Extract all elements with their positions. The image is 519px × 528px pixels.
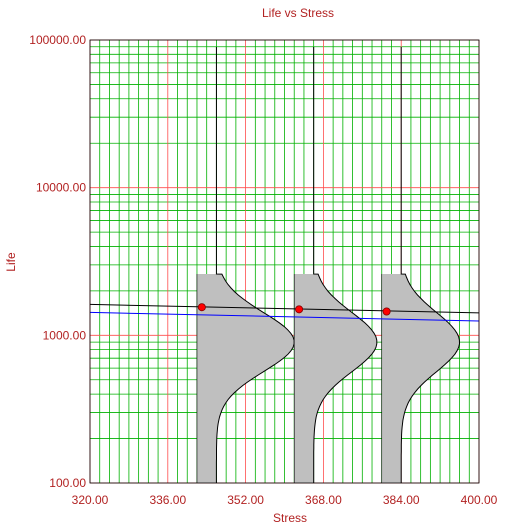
chart-title: Life vs Stress <box>262 6 334 20</box>
x-tick-label: 352.00 <box>227 493 264 507</box>
pdf-fill-area <box>196 274 295 483</box>
y-tick-labels: 100.00 1000.00 10000.00 100000.00 <box>29 33 86 490</box>
pdf-fill-area <box>294 274 377 483</box>
x-tick-label: 384.00 <box>383 493 420 507</box>
x-tick-label: 400.00 <box>461 493 498 507</box>
x-tick-label: 320.00 <box>72 493 109 507</box>
pdf-curves <box>196 47 461 483</box>
plot-area-border <box>89 39 480 484</box>
data-point <box>295 305 304 314</box>
y-tick-label: 10000.00 <box>36 181 86 195</box>
x-tick-labels: 320.00 336.00 352.00 368.00 384.00 400.00 <box>72 493 498 507</box>
trend-lines <box>89 303 480 322</box>
pdf-curve-line <box>215 47 295 483</box>
x-axis-label: Stress <box>273 511 307 525</box>
y-tick-label: 100000.00 <box>29 33 86 47</box>
x-tick-label: 368.00 <box>305 493 342 507</box>
y-axis-label: Life <box>4 252 18 272</box>
y-tick-label: 1000.00 <box>43 328 87 342</box>
data-point <box>382 307 391 316</box>
trend-line <box>89 311 480 322</box>
trend-line <box>89 303 480 314</box>
data-points <box>197 303 391 316</box>
y-tick-label: 100.00 <box>49 476 86 490</box>
minor-gridlines <box>90 40 479 483</box>
x-tick-label: 336.00 <box>149 493 186 507</box>
data-point <box>197 303 206 312</box>
pdf-curve-line <box>313 47 378 483</box>
pdf-fill-area <box>381 274 460 483</box>
pdf-curve-line <box>400 47 461 483</box>
